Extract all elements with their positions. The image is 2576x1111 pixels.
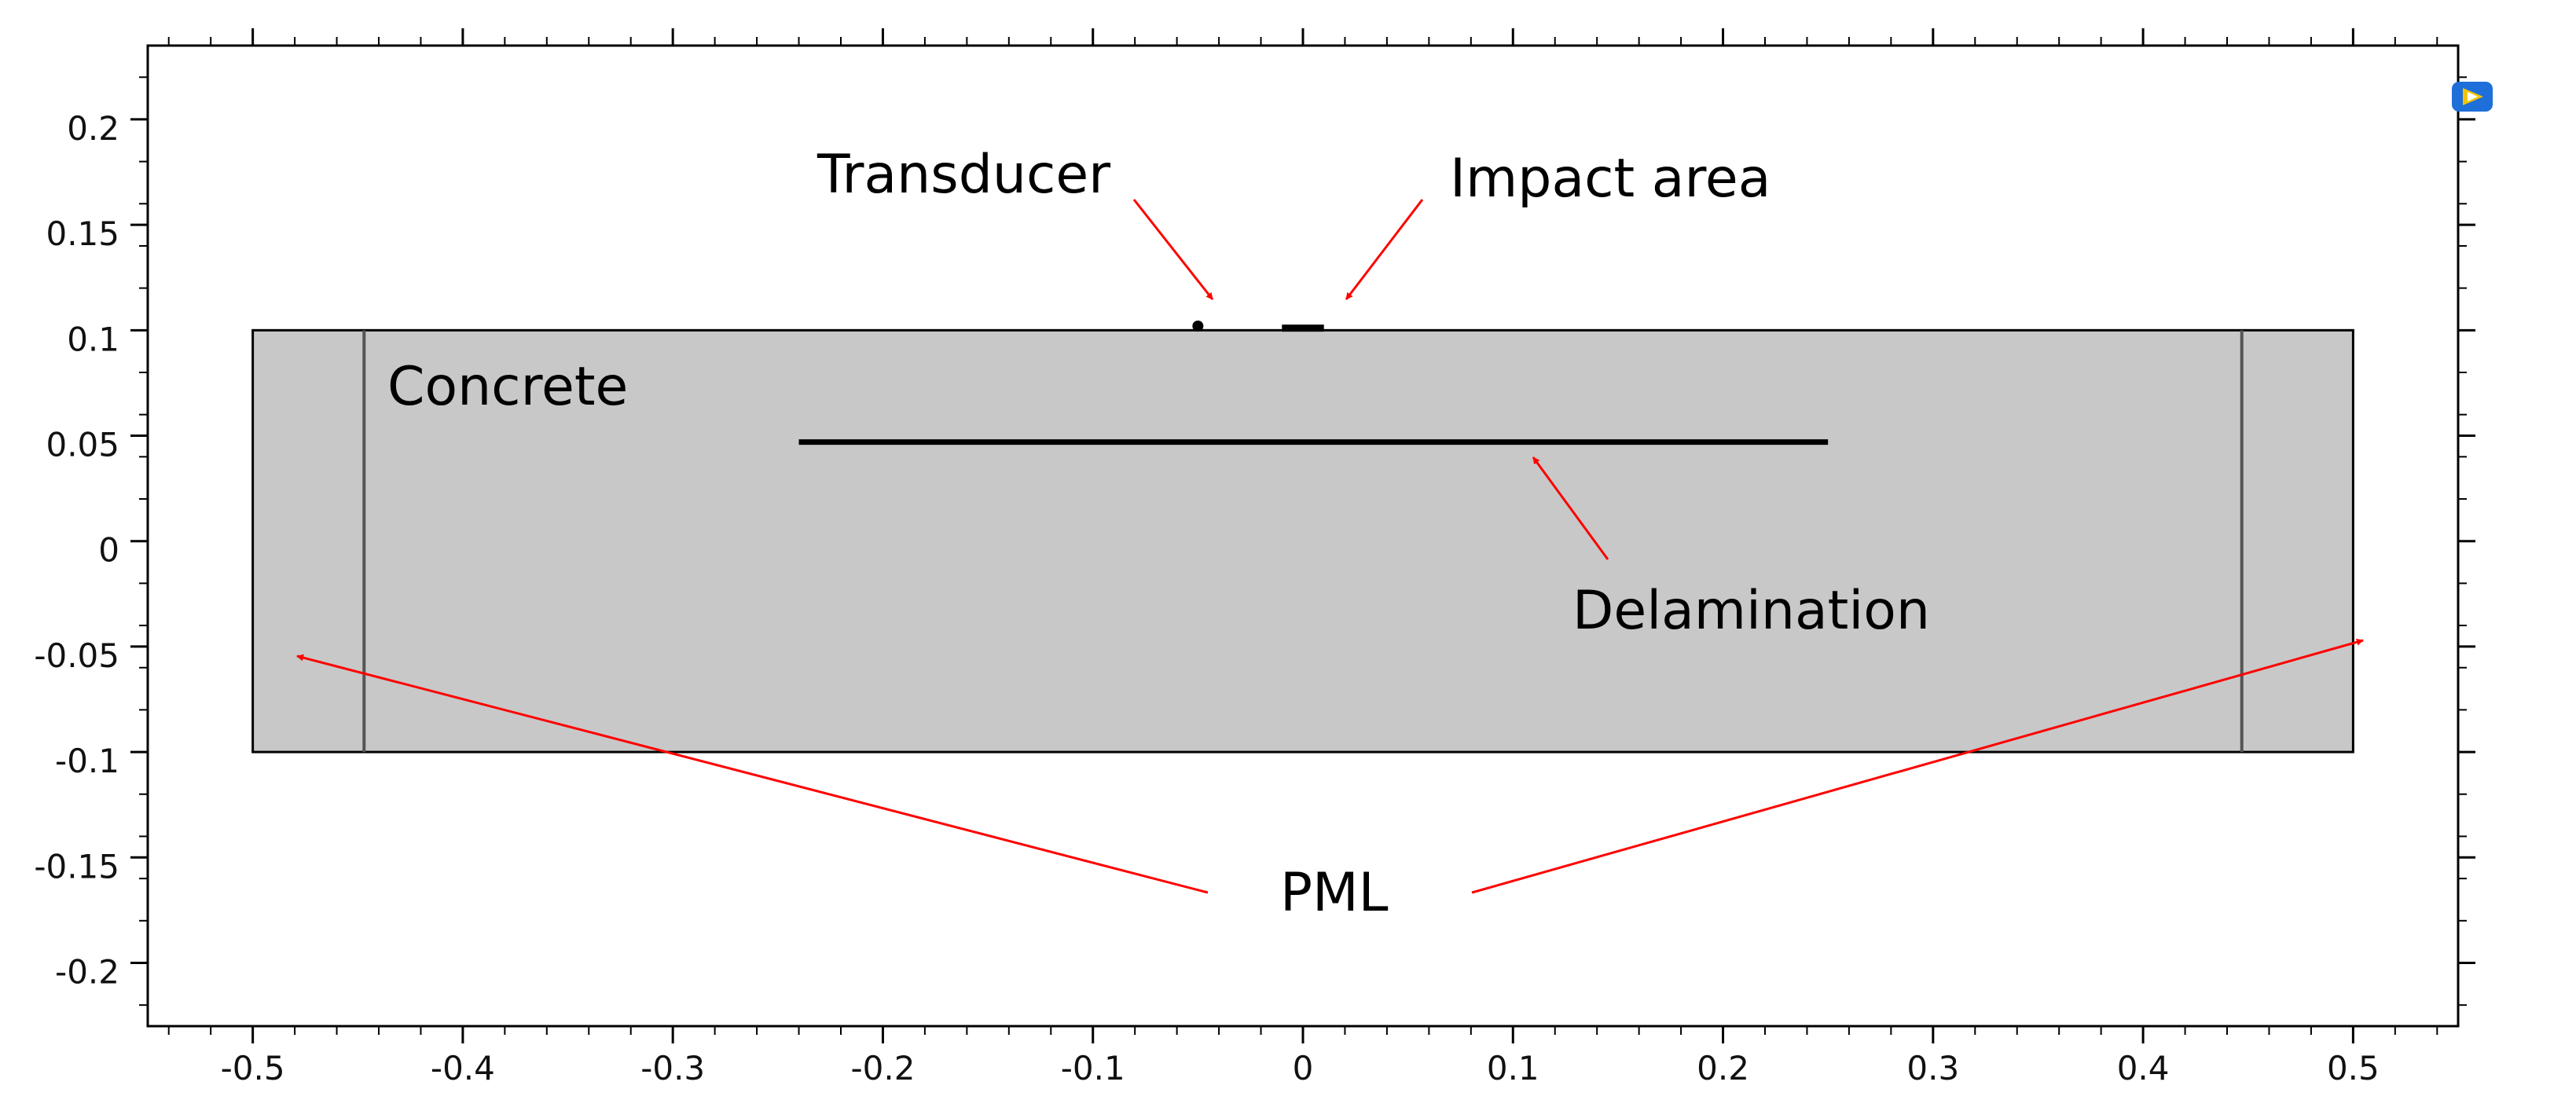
- impact-area-arrow: [1345, 199, 1424, 300]
- transducer-arrow: [1132, 199, 1214, 300]
- concrete-block: [251, 328, 2354, 754]
- y-tick-label: 0.05: [46, 426, 119, 464]
- y-tick-label: 0.2: [67, 109, 119, 148]
- x-tick-label: -0.5: [221, 1049, 285, 1087]
- delamination-arrow: [1532, 456, 1609, 560]
- pml-right-arrow: [1471, 638, 2364, 894]
- transducer-label: Transducer: [816, 144, 1110, 206]
- pml-label: PML: [1280, 862, 1389, 924]
- x-tick-label: -0.3: [640, 1049, 705, 1087]
- y-tick-label: -0.05: [34, 636, 119, 675]
- x-tick-label: 0.2: [1697, 1049, 1749, 1087]
- x-tick-label: 0.4: [2117, 1049, 2170, 1087]
- comsol-logo-icon: [2452, 82, 2493, 112]
- concrete-label: Concrete: [387, 356, 628, 418]
- y-tick-label: -0.1: [55, 742, 119, 780]
- x-tick-label: -0.2: [850, 1049, 915, 1087]
- x-tick-label: -0.1: [1061, 1049, 1125, 1087]
- transducer-marker: [1192, 320, 1204, 332]
- x-tick-label: -0.4: [431, 1049, 495, 1087]
- x-tick-label: 0.3: [1906, 1049, 1959, 1087]
- y-tick-label: 0: [98, 531, 119, 570]
- y-tick-label: 0.1: [67, 320, 119, 358]
- delamination-label: Delamination: [1572, 580, 1930, 642]
- y-tick-label: 0.15: [46, 214, 119, 253]
- y-tick-label: -0.15: [34, 847, 119, 886]
- y-tick-label: -0.2: [55, 952, 119, 991]
- x-axis-tick-labels: -0.5 -0.4 -0.3 -0.2 -0.1 0 0.1 0.2 0.3 0.4 0.5: [221, 1049, 2380, 1087]
- impact-area-label: Impact area: [1450, 148, 1771, 210]
- y-axis-tick-labels: 0.2 0.15 0.1 0.05 0 -0.05 -0.1 -0.15 -0.2: [34, 109, 119, 992]
- pml-left-arrow: [296, 654, 1209, 894]
- axis-ticks: [130, 28, 2475, 1043]
- x-tick-label: 0.5: [2327, 1049, 2380, 1087]
- x-tick-label: 0.1: [1487, 1049, 1539, 1087]
- x-tick-label: 0: [1293, 1049, 1314, 1087]
